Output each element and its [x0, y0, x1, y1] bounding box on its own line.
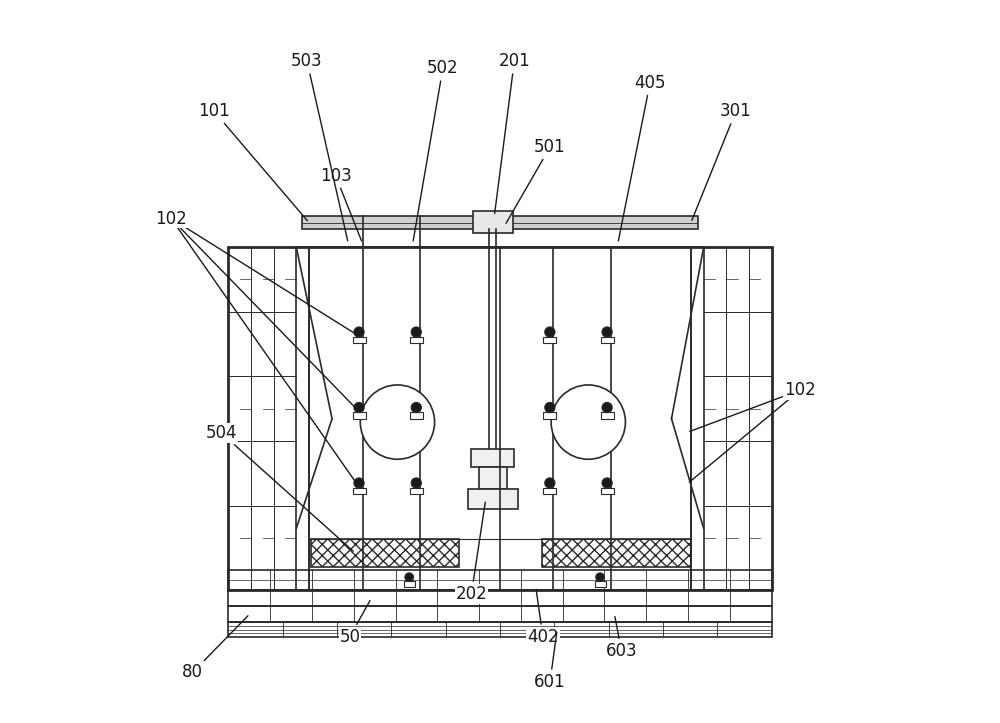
Circle shape — [545, 327, 555, 337]
Bar — [601, 412, 614, 419]
Circle shape — [602, 327, 612, 337]
Bar — [302, 216, 698, 229]
Circle shape — [354, 327, 364, 337]
Text: 201: 201 — [495, 52, 530, 214]
Circle shape — [596, 573, 604, 581]
Bar — [542, 539, 691, 567]
Bar — [353, 412, 366, 419]
Bar — [601, 487, 614, 494]
Text: 405: 405 — [618, 74, 666, 241]
Text: 502: 502 — [413, 59, 459, 241]
Bar — [410, 412, 423, 419]
Bar — [410, 487, 423, 494]
Text: 101: 101 — [198, 103, 307, 221]
Text: 202: 202 — [456, 502, 487, 603]
Circle shape — [405, 573, 414, 581]
Bar — [228, 570, 772, 590]
Circle shape — [354, 403, 364, 413]
Bar — [228, 590, 772, 606]
Bar — [410, 337, 423, 343]
Text: 102: 102 — [784, 381, 816, 399]
Circle shape — [551, 385, 625, 459]
Circle shape — [545, 403, 555, 413]
Bar — [228, 247, 772, 590]
Bar — [595, 581, 606, 586]
Bar — [543, 487, 556, 494]
Text: 501: 501 — [506, 138, 566, 223]
Text: 103: 103 — [320, 167, 362, 241]
Bar — [691, 247, 704, 590]
Circle shape — [411, 478, 421, 488]
Bar — [601, 337, 614, 343]
Circle shape — [360, 385, 435, 459]
Bar — [311, 539, 459, 567]
Bar — [471, 449, 514, 466]
Text: 504: 504 — [206, 424, 353, 551]
Bar — [543, 412, 556, 419]
Text: 402: 402 — [527, 589, 559, 646]
Bar — [479, 466, 507, 489]
Text: 301: 301 — [692, 103, 752, 221]
Text: 80: 80 — [182, 616, 248, 681]
Bar — [404, 581, 415, 586]
Bar — [473, 211, 513, 233]
Text: 601: 601 — [534, 632, 566, 690]
Text: 503: 503 — [291, 52, 348, 241]
Circle shape — [545, 478, 555, 488]
Circle shape — [411, 327, 421, 337]
Text: 102: 102 — [155, 210, 187, 228]
Bar — [353, 337, 366, 343]
Circle shape — [411, 403, 421, 413]
Bar — [309, 247, 691, 590]
Bar — [353, 487, 366, 494]
Text: 603: 603 — [606, 617, 637, 660]
Bar — [296, 247, 309, 590]
Bar — [468, 489, 518, 510]
Circle shape — [602, 478, 612, 488]
Bar — [228, 606, 772, 622]
Circle shape — [354, 478, 364, 488]
Text: 50: 50 — [339, 601, 370, 646]
Bar — [543, 337, 556, 343]
Circle shape — [602, 403, 612, 413]
Bar — [228, 622, 772, 638]
